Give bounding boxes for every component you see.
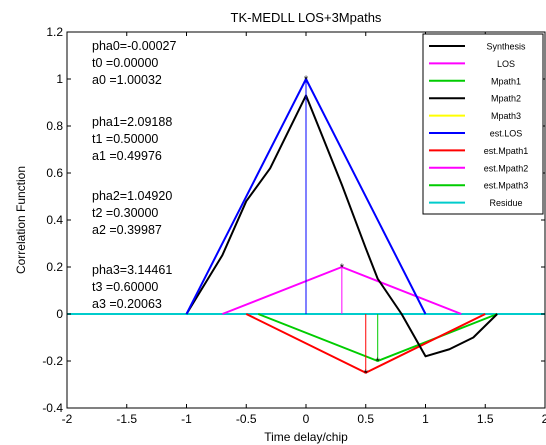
x-tick-label: 1.5 bbox=[477, 412, 494, 426]
legend-label: est.LOS bbox=[490, 129, 523, 139]
annotation-text: t3 =0.60000 bbox=[92, 280, 158, 294]
annotation-text: t2 =0.30000 bbox=[92, 206, 158, 220]
chart-title: TK-MEDLL LOS+3Mpaths bbox=[231, 10, 382, 25]
y-axis-label: Correlation Function bbox=[14, 166, 28, 274]
legend-label: Mpath3 bbox=[491, 111, 521, 121]
legend-label: Residue bbox=[489, 198, 522, 208]
legend-label: LOS bbox=[497, 59, 515, 69]
y-tick-label: 1.2 bbox=[46, 25, 63, 39]
y-tick-label: -0.2 bbox=[42, 354, 63, 368]
y-tick-label: 0.8 bbox=[46, 119, 63, 133]
y-tick-label: 0.4 bbox=[46, 213, 63, 227]
plot-area: * * * * bbox=[67, 74, 545, 380]
x-tick-label: 2 bbox=[542, 412, 546, 426]
x-tick-label: -1 bbox=[181, 412, 192, 426]
x-tick-label: -0.5 bbox=[236, 412, 257, 426]
annotation-text: t0 =0.00000 bbox=[92, 56, 158, 70]
legend-label: est.Mpath1 bbox=[484, 146, 529, 156]
annotation-text: pha2=1.04920 bbox=[92, 189, 172, 203]
x-tick-label: -2 bbox=[62, 412, 73, 426]
legend-label: Mpath1 bbox=[491, 76, 521, 86]
legend-label: est.Mpath2 bbox=[484, 163, 529, 173]
annotation-text: pha1=2.09188 bbox=[92, 115, 172, 129]
series-line-synthesis bbox=[185, 94, 498, 358]
y-tick-label: 1 bbox=[56, 72, 63, 86]
legend: Synthesis LOS Mpath1 Mpath2 Mpath3 est.LOS est… bbox=[422, 33, 544, 215]
y-tick-label: 0.2 bbox=[46, 260, 63, 274]
y-tick-label: -0.4 bbox=[42, 401, 63, 415]
stem-marker: * bbox=[304, 74, 309, 86]
x-tick-label: -1.5 bbox=[116, 412, 137, 426]
x-tick-label: 0.5 bbox=[357, 412, 374, 426]
legend-label: Mpath2 bbox=[491, 94, 521, 104]
annotation-text: pha3=3.14461 bbox=[92, 263, 172, 277]
legend-label: Synthesis bbox=[486, 42, 526, 52]
y-tick-label: 0.6 bbox=[46, 166, 63, 180]
x-tick-label: 0 bbox=[303, 412, 310, 426]
stem-marker: * bbox=[376, 356, 381, 368]
x-axis-label: Time delay/chip bbox=[264, 430, 348, 444]
legend-label: est.Mpath3 bbox=[484, 181, 529, 191]
stem-marker: * bbox=[340, 262, 345, 274]
x-tick-label: 1 bbox=[422, 412, 429, 426]
annotation-text: a3 =0.20063 bbox=[92, 297, 162, 311]
y-tick-label: 0 bbox=[56, 307, 63, 321]
axis-ticks: -2 -1.5 -1 -0.5 0 0.5 1 1.5 2 -0.4 -0.2 0 0.2 0.4 0.6 0… bbox=[42, 25, 546, 426]
annotation-text: t1 =0.50000 bbox=[92, 132, 158, 146]
parameter-annotations: pha0=-0.00027 t0 =0.00000 a0 =1.00032 pha1=… bbox=[92, 39, 177, 311]
annotation-text: pha0=-0.00027 bbox=[92, 39, 177, 53]
annotation-text: a2 =0.39987 bbox=[92, 223, 162, 237]
stem-marker: * bbox=[364, 368, 369, 380]
annotation-text: a1 =0.49976 bbox=[92, 149, 162, 163]
annotation-text: a0 =1.00032 bbox=[92, 73, 162, 87]
